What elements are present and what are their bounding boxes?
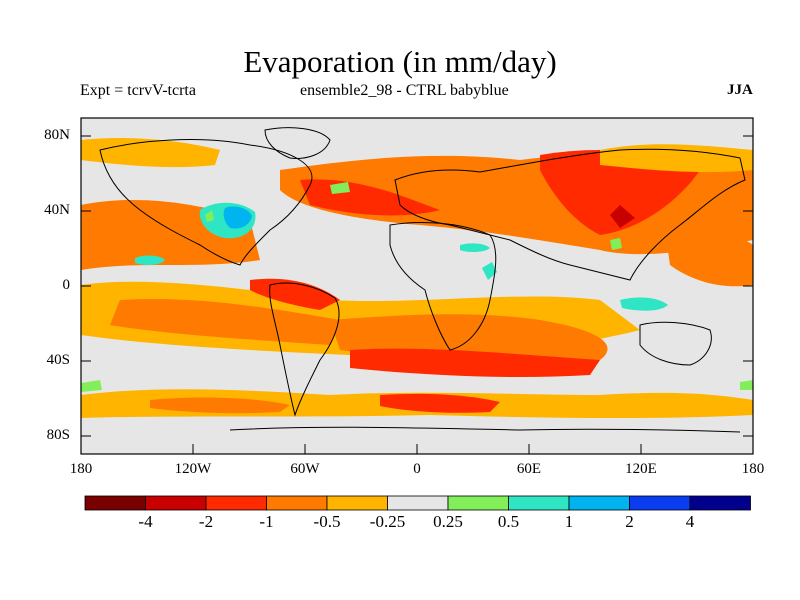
colorbar-label: 4 [685,512,695,531]
lat-tick-label: 80N [44,127,70,143]
lon-tick-label: 60W [290,461,320,477]
lon-tick-label: 120W [174,461,212,477]
colorbar-label: -4 [138,512,153,531]
colorbar-label: -0.25 [369,512,406,531]
colorbar-swatch [205,495,267,511]
colorbar-label: -0.5 [313,512,341,531]
colorbar-swatch [266,495,328,511]
lon-tick-label: 120E [625,461,657,477]
colorbar-swatch [145,495,207,511]
map-title: Evaporation (in mm/day) [243,44,557,79]
contour-fills [81,138,753,419]
colorbar-label: 2 [625,512,634,531]
coastlines [99,127,746,433]
lat-tick-label: 40S [46,352,70,368]
lon-tick-label: 0 [413,461,421,477]
lon-tick-label: 60E [516,461,542,477]
colorbar-swatch [387,495,449,511]
colorbar-label: 0.25 [433,512,463,531]
colorbar-swatch [689,495,751,511]
lon-tick-label: 180 [69,461,93,477]
colorbar-swatch [568,495,630,511]
colorbar-swatch [326,495,388,511]
lat-tick-label: 0 [62,277,71,293]
ensemble-label: ensemble2_98 - CTRL babyblue [300,82,509,99]
colorbar-swatch [84,495,146,511]
colorbar-label: -1 [259,512,274,531]
lat-tick-label: 40N [44,202,70,218]
colorbar-swatch [629,495,691,511]
experiment-label: Expt = tcrvV-tcrta [80,82,196,99]
lat-tick-label: 80S [46,427,70,443]
colorbar-swatch [447,495,509,511]
colorbar-label: -2 [198,512,214,531]
lon-tick-label: 180 [741,461,765,477]
season-label: JJA [727,82,753,98]
tick-marks [81,135,753,454]
colorbar-label: 0.5 [497,512,520,531]
colorbar-swatch [508,495,570,511]
colorbar-label: 1 [564,512,574,531]
